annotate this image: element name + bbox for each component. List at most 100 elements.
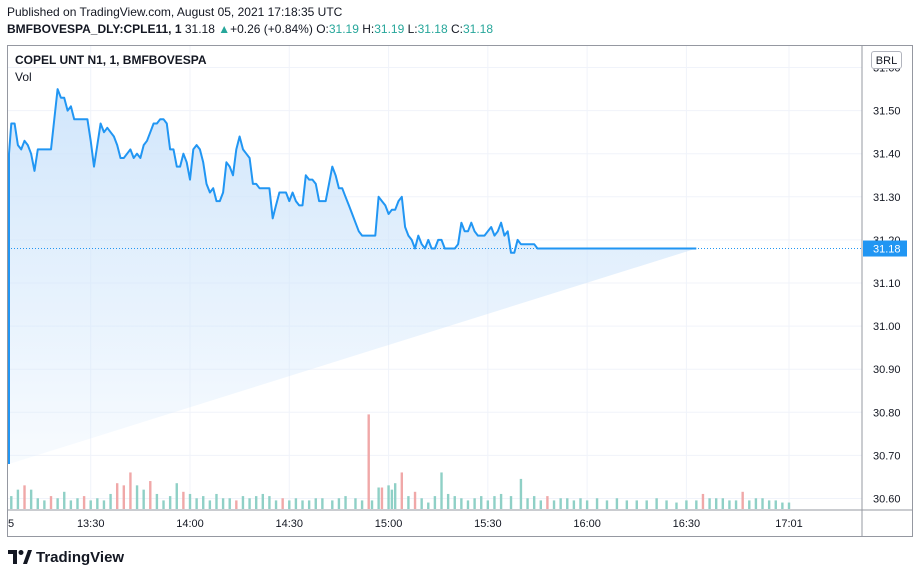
volume-bar: [168, 496, 172, 509]
high-label: H:: [362, 22, 375, 36]
x-tick-label: 5: [8, 518, 14, 530]
volume-bar: [761, 498, 764, 509]
volume-bar: [645, 500, 648, 509]
last-price-label-box: [863, 240, 907, 257]
x-tick-label: 15:30: [474, 518, 502, 530]
volume-bar: [10, 496, 13, 509]
volume-bar: [519, 478, 523, 509]
volume-bar: [453, 496, 456, 509]
volume-bar: [585, 500, 589, 509]
volume-bar: [354, 498, 357, 509]
volume-bar: [215, 493, 218, 509]
volume-bar: [539, 500, 542, 509]
volume-bar: [109, 493, 112, 509]
volume-bar: [96, 498, 99, 509]
volume-bar: [774, 500, 777, 509]
chart-title: COPEL UNT N1, 1, BMFBOVESPA: [15, 53, 207, 67]
volume-bar: [261, 493, 265, 509]
y-tick-label: 31.00: [873, 321, 901, 333]
volume-bar: [301, 500, 304, 509]
volume-bar: [748, 500, 751, 509]
volume-bar: [344, 496, 347, 509]
volume-bar: [188, 493, 192, 509]
volume-bar: [741, 491, 744, 509]
volume-bar: [695, 500, 698, 509]
x-tick-label: 16:30: [673, 518, 701, 530]
y-tick-label: 31.40: [873, 149, 901, 161]
volume-bar: [254, 496, 258, 509]
volume-bar: [16, 489, 20, 509]
volume-bar: [115, 483, 119, 509]
y-tick-label: 31.50: [873, 106, 901, 118]
volume-bar: [135, 485, 139, 509]
close-value: 31.18: [463, 22, 494, 36]
volume-bar: [675, 502, 678, 509]
volume-bar: [595, 498, 599, 509]
volume-bar: [63, 491, 66, 509]
volume-bar: [393, 483, 397, 509]
volume-bar: [228, 498, 231, 509]
price-change: +0.26 (+0.84%): [230, 22, 313, 36]
volume-bar: [49, 496, 53, 509]
volume-bar: [400, 472, 404, 509]
volume-bar: [665, 500, 668, 509]
volume-bar: [314, 498, 317, 509]
open-label: O:: [316, 22, 329, 36]
volume-bar: [69, 500, 73, 509]
volume-bar: [36, 498, 39, 509]
volume-bar: [248, 498, 251, 509]
volume-bar: [605, 500, 609, 509]
volume-bar: [559, 498, 562, 509]
x-tick-label: 13:30: [77, 518, 105, 530]
volume-bar: [387, 485, 390, 509]
volume-bar: [509, 496, 513, 509]
y-tick-label: 31.10: [873, 278, 901, 290]
x-tick-label: 15:00: [375, 518, 403, 530]
volume-bar: [701, 493, 705, 509]
tradingview-footer: TradingView: [8, 547, 124, 567]
volume-bar: [129, 472, 132, 509]
currency-button[interactable]: BRL: [871, 51, 902, 69]
volume-bar: [635, 500, 638, 509]
x-tick-label: 17:01: [775, 518, 803, 530]
volume-bar: [89, 500, 92, 509]
volume-bar: [685, 500, 688, 509]
volume-bar: [331, 500, 334, 509]
last-price-label: 31.18: [873, 244, 901, 256]
low-value: 31.18: [417, 22, 448, 36]
volume-bar: [76, 498, 79, 509]
volume-bar: [615, 498, 619, 509]
volume-bar: [202, 496, 205, 509]
volume-bar: [274, 500, 278, 509]
volume-bar: [754, 498, 758, 509]
volume-bar: [708, 498, 711, 509]
volume-bar: [122, 485, 126, 509]
volume-bar: [307, 500, 311, 509]
volume-bar: [625, 500, 629, 509]
volume-bar: [433, 496, 437, 509]
volume-bar: [427, 502, 430, 509]
volume-bar: [579, 498, 582, 509]
volume-bar: [499, 493, 503, 509]
volume-bar: [390, 489, 394, 509]
published-line: Published on TradingView.com, August 05,…: [7, 5, 343, 19]
price-area: [9, 89, 697, 464]
volume-bar: [781, 502, 784, 509]
volume-bar: [526, 498, 529, 509]
volume-bar: [235, 500, 238, 509]
volume-bar: [546, 496, 549, 509]
y-tick-label: 30.80: [873, 407, 901, 419]
volume-bar: [380, 487, 384, 509]
volume-bar: [714, 498, 718, 509]
volume-bar: [29, 489, 33, 509]
volume-bar: [420, 498, 423, 509]
volume-bar: [360, 500, 364, 509]
volume-bar: [182, 491, 185, 509]
volume-bar: [149, 481, 152, 509]
volume-bar: [288, 500, 291, 509]
volume-bar: [142, 489, 145, 509]
volume-bar: [480, 496, 483, 509]
volume-bar: [493, 496, 496, 509]
y-tick-label: 31.30: [873, 192, 901, 204]
